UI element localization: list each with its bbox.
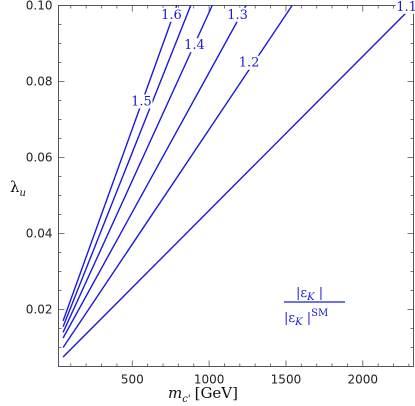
- curve-label-bg: [160, 7, 183, 22]
- x-tick-label: 1000: [194, 373, 225, 387]
- legend-numerator: |εK |: [296, 286, 323, 303]
- curve-label-bg: [183, 38, 206, 53]
- curve-label-1.3: 1.3: [227, 8, 248, 23]
- curve-label-bg: [395, 0, 415, 14]
- x-tick-label: 1500: [271, 373, 302, 387]
- series-line-1.6: [62, 5, 178, 322]
- curve-label-bg: [226, 7, 249, 22]
- x-tick-label: 500: [121, 373, 144, 387]
- series-line-1.4: [62, 5, 213, 333]
- y-axis-label: λu: [10, 178, 26, 199]
- curve-label-1.6: 1.6: [161, 8, 182, 23]
- plot-frame: [58, 5, 414, 367]
- curve-label-bg: [238, 55, 261, 70]
- legend-denominator: |εK |SM: [284, 308, 328, 328]
- y-tick-label: 0.06: [26, 151, 53, 165]
- curves: [62, 5, 407, 358]
- y-tick-label: 0.02: [26, 303, 53, 317]
- legend: |εK | |εK |SM: [284, 286, 345, 328]
- x-tick-label: 2000: [348, 373, 379, 387]
- series-line-1.3: [62, 5, 247, 339]
- curve-label-1.5: 1.5: [131, 94, 152, 109]
- y-tick-label: 0.10: [26, 0, 53, 13]
- curve-labels: 1.1 1.2 1.3 1.4 1.5 1.6: [130, 0, 415, 109]
- series-line-1.1: [62, 12, 407, 358]
- curve-label-1.4: 1.4: [184, 38, 205, 53]
- curve-label-1.2: 1.2: [239, 56, 260, 71]
- series-line-1.5: [62, 5, 192, 327]
- curve-label-1.1: 1.1: [396, 0, 415, 15]
- x-axis-label: mc' [GeV]: [168, 384, 238, 405]
- ticks: 500 1000 1500 2000 0.02 0.04 0.06 0.08 0.10: [26, 0, 414, 387]
- curve-label-bg: [130, 94, 153, 109]
- y-tick-label: 0.08: [26, 75, 53, 89]
- y-tick-label: 0.04: [26, 227, 53, 241]
